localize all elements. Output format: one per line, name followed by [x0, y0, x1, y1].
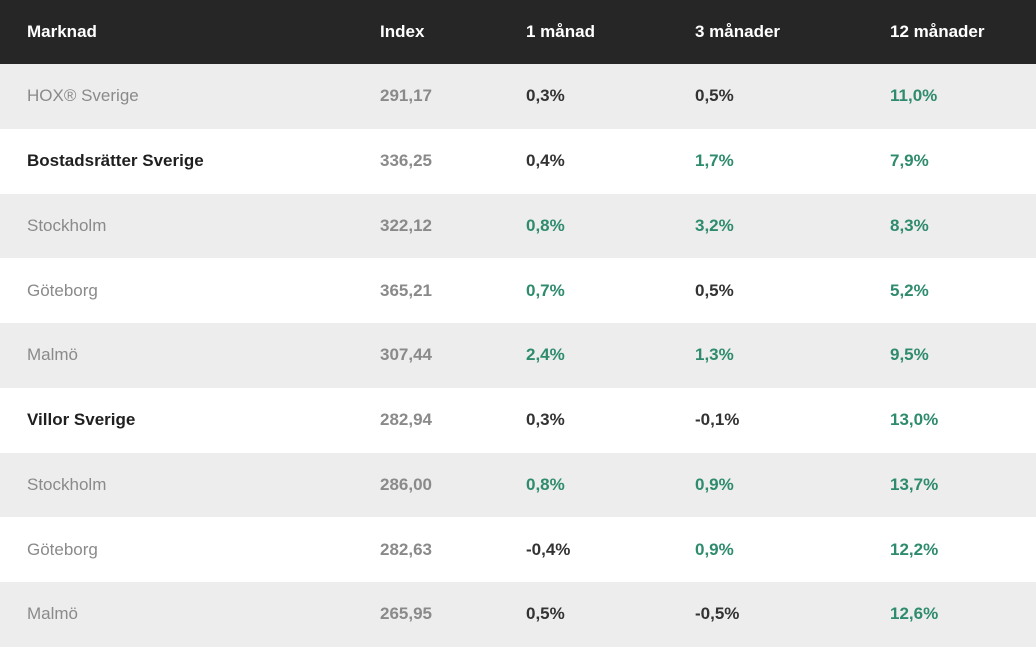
cell-1-month: 0,3%: [526, 86, 565, 106]
cell-market: Stockholm: [27, 474, 107, 494]
cell-market: Villor Sverige: [27, 410, 136, 430]
cell-market: Göteborg: [27, 539, 98, 559]
table-header-row: Marknad Index 1 månad 3 månader 12 månad…: [0, 0, 1036, 64]
cell-1-month: 0,3%: [526, 410, 565, 430]
cell-index: 282,94: [380, 410, 432, 430]
table-body: HOX® Sverige 291,17 0,3% 0,5% 11,0% Bostadsrä…: [0, 64, 1036, 647]
table-row: Göteborg 282,63 -0,4% 0,9% 12,2%: [0, 517, 1036, 582]
cell-1-month: 0,7%: [526, 280, 565, 300]
cell-3-months: 0,5%: [695, 280, 734, 300]
cell-market: Göteborg: [27, 280, 98, 300]
header-12-months: 12 månader: [890, 22, 985, 41]
cell-index: 336,25: [380, 151, 432, 171]
cell-1-month: -0,4%: [526, 539, 571, 559]
cell-12-months: 12,2%: [890, 539, 939, 559]
cell-3-months: 0,9%: [695, 474, 734, 494]
cell-3-months: 0,5%: [695, 86, 734, 106]
cell-index: 322,12: [380, 215, 432, 235]
header-market: Marknad: [27, 22, 97, 41]
cell-index: 265,95: [380, 604, 432, 624]
cell-1-month: 0,4%: [526, 151, 565, 171]
cell-12-months: 9,5%: [890, 345, 929, 365]
cell-3-months: 0,9%: [695, 539, 734, 559]
cell-index: 282,63: [380, 539, 432, 559]
cell-market: Bostadsrätter Sverige: [27, 151, 204, 171]
cell-12-months: 11,0%: [890, 86, 938, 106]
cell-1-month: 0,8%: [526, 474, 565, 494]
cell-market: HOX® Sverige: [27, 86, 139, 106]
cell-3-months: -0,5%: [695, 604, 740, 624]
cell-index: 291,17: [380, 86, 432, 106]
cell-index: 286,00: [380, 474, 432, 494]
cell-12-months: 8,3%: [890, 215, 929, 235]
header-1-month: 1 månad: [526, 22, 595, 41]
cell-market: Malmö: [27, 345, 79, 365]
cell-3-months: 1,7%: [695, 151, 734, 171]
cell-12-months: 13,7%: [890, 474, 939, 494]
cell-index: 307,44: [380, 345, 432, 365]
cell-index: 365,21: [380, 280, 432, 300]
cell-3-months: -0,1%: [695, 410, 740, 430]
cell-12-months: 7,9%: [890, 151, 929, 171]
cell-1-month: 2,4%: [526, 345, 565, 365]
table-row: Malmö 307,44 2,4% 1,3% 9,5%: [0, 323, 1036, 388]
cell-market: Stockholm: [27, 215, 107, 235]
cell-3-months: 3,2%: [695, 215, 734, 235]
cell-12-months: 5,2%: [890, 280, 929, 300]
table-row: Stockholm 286,00 0,8% 0,9% 13,7%: [0, 452, 1036, 518]
table-row: Bostadsrätter Sverige 336,25 0,4% 1,7% 7,9%: [0, 128, 1036, 194]
cell-3-months: 1,3%: [695, 345, 734, 365]
table-row: Göteborg 365,21 0,7% 0,5% 5,2%: [0, 258, 1036, 323]
header-index: Index: [380, 22, 425, 41]
cell-1-month: 0,8%: [526, 215, 565, 235]
table-row: Stockholm 322,12 0,8% 3,2% 8,3%: [0, 193, 1036, 259]
header-3-months: 3 månader: [695, 22, 781, 41]
cell-market: Malmö: [27, 604, 79, 624]
table-row: HOX® Sverige 291,17 0,3% 0,5% 11,0%: [0, 64, 1036, 129]
cell-12-months: 12,6%: [890, 604, 939, 624]
cell-12-months: 13,0%: [890, 410, 939, 430]
table-row: Villor Sverige 282,94 0,3% -0,1% 13,0%: [0, 387, 1036, 453]
cell-1-month: 0,5%: [526, 604, 565, 624]
table-row: Malmö 265,95 0,5% -0,5% 12,6%: [0, 582, 1036, 647]
